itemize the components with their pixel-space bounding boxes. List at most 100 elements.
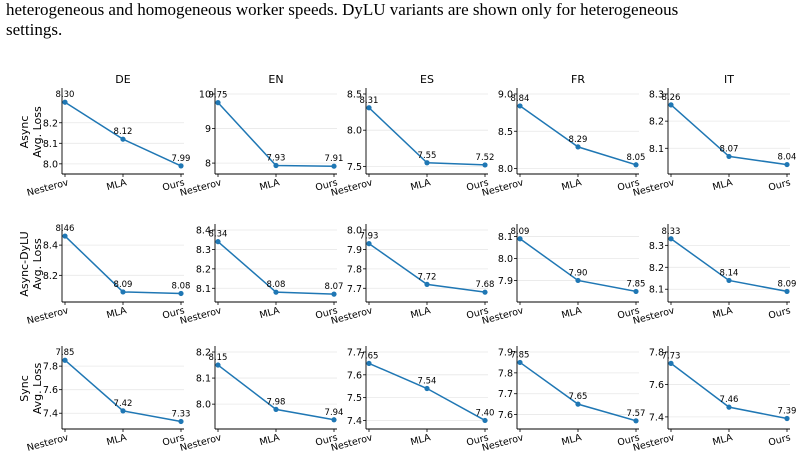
data-point bbox=[424, 385, 430, 392]
row-label-line1: Async bbox=[18, 116, 31, 149]
y-tick-label: 8.1 bbox=[196, 284, 211, 295]
y-tick-label: 7.5 bbox=[347, 393, 362, 404]
data-point bbox=[331, 417, 337, 423]
row-label-line1: Async-DyLU bbox=[18, 231, 31, 296]
data-label: 7.91 bbox=[325, 154, 344, 164]
series-line bbox=[670, 238, 788, 293]
y-tick-label: 7.5 bbox=[347, 162, 362, 173]
y-tick-label: 7.4 bbox=[347, 416, 362, 427]
data-point bbox=[366, 241, 372, 247]
series-line bbox=[368, 362, 486, 422]
x-tick-label-group: Nesterov bbox=[179, 305, 223, 327]
y-tick-label: 8.1 bbox=[649, 285, 664, 296]
x-tick-label: MLA bbox=[409, 305, 432, 321]
data-point bbox=[633, 418, 639, 424]
data-label: 8.29 bbox=[569, 135, 588, 145]
figure-caption: heterogeneous and homogeneous worker spe… bbox=[6, 0, 798, 40]
data-label: 7.99 bbox=[172, 154, 191, 164]
data-label: 7.73 bbox=[662, 351, 681, 361]
data-point bbox=[178, 163, 184, 169]
data-point bbox=[273, 289, 279, 295]
data-label: 7.93 bbox=[360, 232, 379, 242]
y-tick-label: 8.0 bbox=[347, 226, 362, 237]
data-point bbox=[575, 277, 581, 284]
data-label: 8.33 bbox=[662, 227, 681, 237]
y-tick-label: 8.1 bbox=[196, 374, 211, 385]
x-tick-label: Nesterov bbox=[179, 177, 223, 199]
data-label: 8.84 bbox=[511, 94, 530, 104]
data-point bbox=[668, 102, 674, 108]
x-tick-label: Nesterov bbox=[26, 432, 70, 454]
data-label: 8.12 bbox=[114, 127, 133, 137]
data-label: 8.07 bbox=[325, 282, 344, 292]
y-tick-label: 8.2 bbox=[196, 348, 211, 359]
data-label: 8.31 bbox=[360, 96, 379, 106]
row-label-line2: Avg. Loss bbox=[31, 362, 44, 414]
x-tick-label: MLA bbox=[105, 305, 128, 321]
data-label: 7.85 bbox=[56, 348, 75, 358]
x-tick-label: Nesterov bbox=[179, 432, 223, 454]
y-tick-label: 8.4 bbox=[196, 226, 211, 237]
x-tick-label-group: MLA bbox=[105, 305, 128, 321]
column-title-it: IT bbox=[724, 73, 734, 86]
x-tick-label: MLA bbox=[711, 177, 734, 193]
data-point bbox=[784, 415, 790, 422]
data-point bbox=[726, 404, 732, 410]
data-label: 8.34 bbox=[209, 230, 228, 240]
y-tick-label: 8.0 bbox=[498, 254, 513, 265]
x-tick-label: Nesterov bbox=[26, 305, 70, 327]
x-tick-label: MLA bbox=[409, 432, 432, 448]
data-point bbox=[178, 418, 184, 425]
y-tick-label: 8.2 bbox=[43, 118, 58, 129]
y-tick-label: 9 bbox=[205, 124, 211, 135]
x-tick-label: MLA bbox=[560, 305, 583, 321]
y-tick-label: 7.9 bbox=[347, 245, 362, 256]
data-point bbox=[424, 160, 430, 166]
data-point bbox=[215, 239, 221, 245]
data-point bbox=[517, 103, 523, 109]
data-point bbox=[726, 153, 732, 160]
data-point bbox=[120, 289, 126, 295]
data-point bbox=[120, 136, 126, 142]
data-point bbox=[517, 359, 523, 366]
x-tick-label: MLA bbox=[560, 177, 583, 193]
data-label: 7.54 bbox=[418, 377, 437, 387]
x-tick-label: Nesterov bbox=[179, 305, 223, 327]
series-line bbox=[519, 238, 637, 293]
data-point bbox=[120, 408, 126, 414]
x-tick-label: Nesterov bbox=[26, 177, 70, 199]
data-point bbox=[633, 288, 639, 295]
column-title-es: ES bbox=[420, 73, 434, 86]
y-tick-label: 8.2 bbox=[196, 264, 211, 275]
x-tick-label: MLA bbox=[711, 432, 734, 448]
y-tick-label: 7.4 bbox=[649, 412, 664, 423]
y-tick-label: 7.7 bbox=[498, 389, 513, 400]
data-label: 8.30 bbox=[56, 90, 75, 100]
data-point bbox=[784, 161, 790, 168]
data-label: 7.65 bbox=[360, 351, 379, 361]
x-tick-label-group: Nesterov bbox=[26, 432, 70, 454]
data-point bbox=[633, 162, 639, 168]
data-point bbox=[62, 233, 68, 239]
y-tick-label: 8.3 bbox=[649, 241, 664, 252]
x-tick-label-group: MLA bbox=[105, 177, 128, 193]
y-tick-label: 8.4 bbox=[43, 241, 58, 252]
data-label: 8.09 bbox=[511, 227, 530, 237]
x-tick-label-group: MLA bbox=[258, 177, 281, 193]
column-title-de: DE bbox=[115, 73, 130, 86]
y-tick-label: 8.1 bbox=[43, 139, 58, 150]
y-tick-label: 7.9 bbox=[498, 348, 513, 359]
y-tick-label: 7.9 bbox=[498, 276, 513, 287]
x-tick-label: MLA bbox=[711, 305, 734, 321]
data-label: 8.14 bbox=[720, 268, 739, 278]
x-tick-label-group: MLA bbox=[711, 305, 734, 321]
x-tick-label: Ours bbox=[767, 432, 791, 448]
